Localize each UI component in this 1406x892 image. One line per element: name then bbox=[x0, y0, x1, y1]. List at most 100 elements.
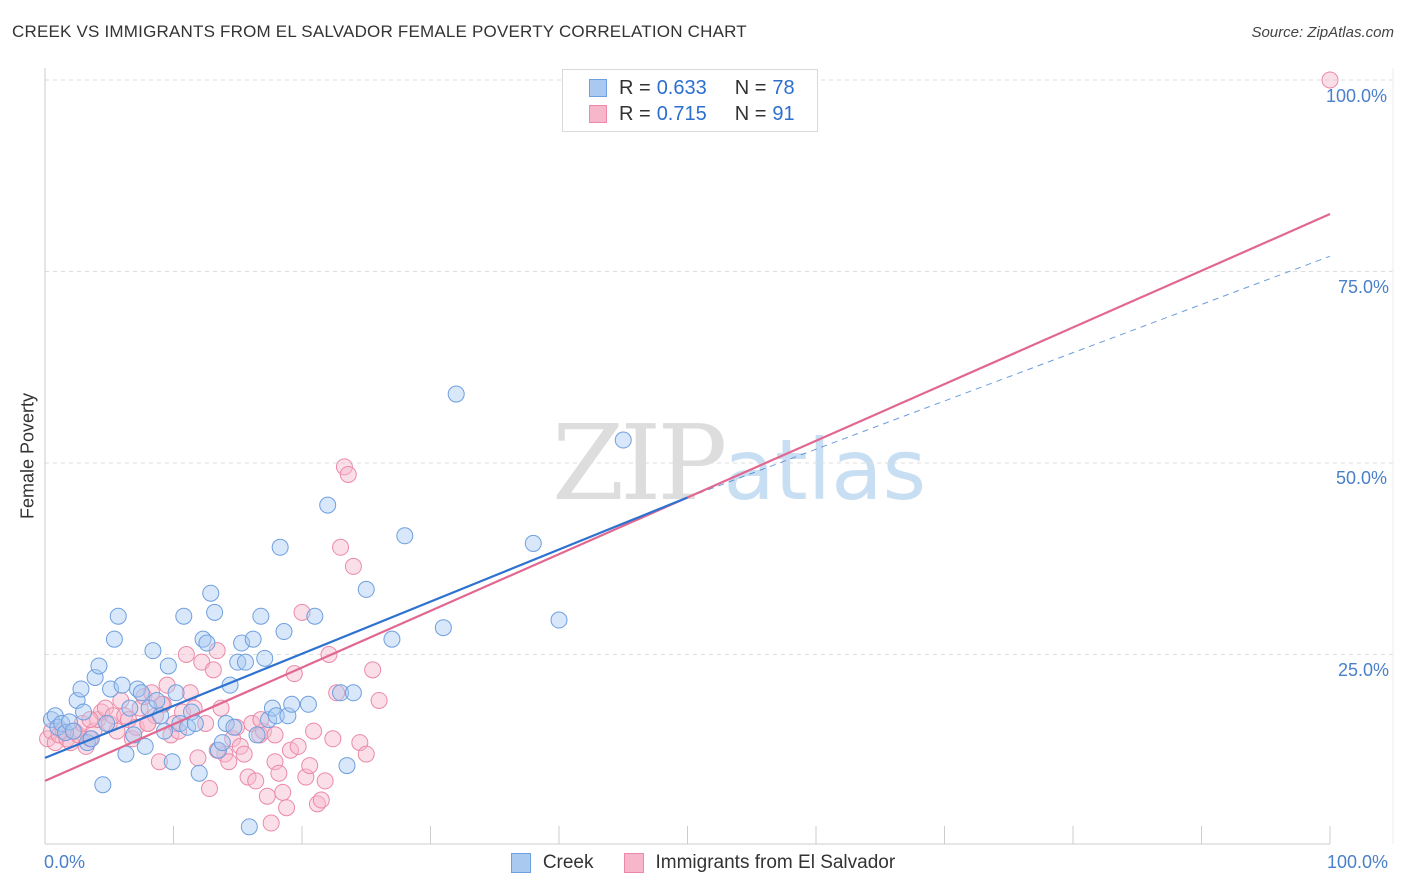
creek-point bbox=[132, 684, 150, 702]
creek-point bbox=[240, 818, 258, 836]
legend-n-value: 91 bbox=[772, 102, 795, 125]
creek-point bbox=[338, 757, 356, 775]
creek-point bbox=[75, 703, 93, 721]
creek-point bbox=[252, 607, 270, 625]
salvador-point bbox=[274, 783, 292, 801]
creek-point bbox=[144, 642, 162, 660]
y-tick-50: 50.0% bbox=[1336, 468, 1388, 488]
legend-n-label: N = bbox=[734, 102, 767, 125]
creek-point bbox=[190, 764, 208, 782]
salvador-point bbox=[289, 737, 307, 755]
creek-point bbox=[283, 695, 301, 713]
salvador-point bbox=[266, 726, 284, 744]
legend-n-value: 78 bbox=[772, 76, 795, 99]
salvador-point bbox=[328, 684, 346, 702]
stats-legend: R = 0.633 N = 78 R = 0.715 N = 91 bbox=[562, 69, 818, 132]
creek-point bbox=[357, 580, 375, 598]
salvador-point bbox=[258, 787, 276, 805]
salvador-point bbox=[339, 465, 357, 483]
salvador-point bbox=[204, 661, 222, 679]
salvador-point bbox=[270, 764, 288, 782]
salvador-point bbox=[231, 737, 249, 755]
salvador-point bbox=[235, 745, 253, 763]
salvador-point bbox=[197, 714, 215, 732]
salvador-point bbox=[131, 699, 149, 717]
creek-point bbox=[175, 607, 193, 625]
creek-point bbox=[614, 431, 632, 449]
creek-point bbox=[72, 680, 90, 698]
salvador-point bbox=[364, 661, 382, 679]
y-tick-25: 25.0% bbox=[1338, 660, 1390, 680]
salvador-point bbox=[247, 772, 265, 790]
salvador-point bbox=[293, 603, 311, 621]
salvador-point bbox=[324, 730, 342, 748]
salvador-point bbox=[297, 768, 315, 786]
y-axis-label: Female Poverty bbox=[17, 392, 38, 520]
legend-item-salvador[interactable]: Immigrants from El Salvador bbox=[623, 852, 895, 874]
creek-point bbox=[447, 385, 465, 403]
salvador-point bbox=[200, 780, 218, 798]
creek-point bbox=[167, 684, 185, 702]
salvador-point bbox=[220, 753, 238, 771]
creek-trend-line bbox=[44, 496, 688, 759]
salvador-point bbox=[312, 791, 330, 809]
salvador-point bbox=[177, 646, 195, 663]
creek-points bbox=[42, 385, 632, 836]
creek-point bbox=[105, 630, 123, 648]
legend-row-salvador: R = 0.715 N = 91 bbox=[589, 103, 795, 125]
creek-point bbox=[344, 684, 362, 702]
legend-r-value: 0.715 bbox=[656, 102, 707, 125]
creek-point bbox=[248, 726, 266, 744]
salvador-point bbox=[332, 538, 350, 556]
salvador-swatch bbox=[589, 105, 607, 123]
creek-point bbox=[94, 776, 112, 794]
creek-point bbox=[299, 695, 317, 713]
salvador-point bbox=[305, 722, 323, 740]
legend-r-label: R = bbox=[619, 102, 651, 125]
creek-point bbox=[148, 691, 166, 709]
creek-point bbox=[206, 603, 224, 621]
legend-item-creek[interactable]: Creek bbox=[510, 852, 594, 874]
legend-row-creek: R = 0.633 N = 78 bbox=[589, 77, 795, 99]
creek-point bbox=[306, 607, 324, 625]
x-tick-max: 100.0% bbox=[1327, 852, 1389, 872]
salvador-point bbox=[1321, 71, 1339, 89]
creek-swatch bbox=[589, 79, 607, 97]
salvador-legend-swatch bbox=[623, 853, 644, 873]
chart-title: CREEK VS IMMIGRANTS FROM EL SALVADOR FEM… bbox=[12, 22, 747, 41]
creek-point bbox=[332, 684, 350, 702]
salvador-point bbox=[344, 557, 362, 575]
creek-point bbox=[263, 699, 281, 717]
creek-point bbox=[209, 741, 227, 759]
salvador-point bbox=[239, 768, 257, 786]
creek-point bbox=[267, 707, 285, 725]
creek-point bbox=[256, 649, 274, 667]
creek-point bbox=[319, 496, 337, 514]
creek-point bbox=[159, 657, 177, 675]
creek-point bbox=[550, 611, 568, 629]
y-tick-75: 75.0% bbox=[1338, 277, 1390, 297]
series-legend: Creek Immigrants from El Salvador bbox=[0, 852, 1406, 874]
creek-point bbox=[98, 714, 116, 732]
salvador-point bbox=[262, 814, 280, 832]
creek-point bbox=[260, 711, 278, 729]
creek-point bbox=[244, 630, 262, 648]
legend-n-label: N = bbox=[734, 76, 767, 99]
salvador-point bbox=[150, 753, 168, 771]
creek-point bbox=[113, 676, 131, 694]
salvador-point bbox=[357, 745, 375, 763]
creek-point bbox=[275, 623, 293, 641]
salvador-point bbox=[301, 757, 319, 775]
creek-point bbox=[198, 634, 216, 652]
creek-point bbox=[121, 699, 139, 717]
creek-point bbox=[60, 713, 78, 731]
creek-point bbox=[86, 668, 104, 686]
creek-point bbox=[213, 734, 231, 752]
salvador-point bbox=[335, 458, 353, 476]
x-tick-min: 0.0% bbox=[44, 852, 86, 872]
creek-point bbox=[236, 653, 254, 671]
trend-lines bbox=[44, 213, 1331, 782]
creek-point bbox=[109, 607, 127, 625]
salvador-point bbox=[278, 799, 296, 817]
